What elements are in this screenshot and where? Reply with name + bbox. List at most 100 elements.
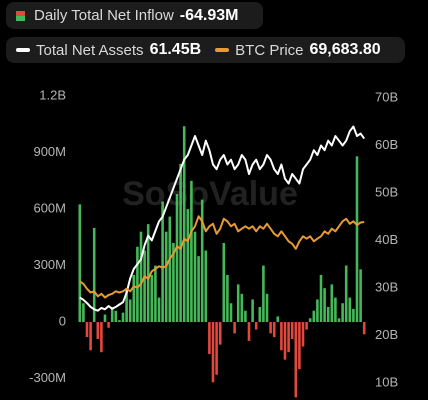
bar bbox=[82, 303, 85, 323]
y-tick-label: 600M bbox=[33, 201, 66, 216]
bar bbox=[236, 284, 240, 323]
line bbox=[79, 215, 365, 299]
bar bbox=[298, 322, 301, 370]
y-tick-label: 1.2B bbox=[39, 88, 66, 103]
bar bbox=[164, 231, 168, 323]
y2-tick-label: 20B bbox=[375, 327, 398, 342]
y2-tick-label: 60B bbox=[375, 137, 398, 152]
bar bbox=[326, 306, 330, 323]
bar bbox=[334, 297, 337, 323]
bar bbox=[287, 322, 290, 353]
bar bbox=[200, 199, 204, 323]
bar bbox=[337, 318, 341, 323]
y-tick-label: 300M bbox=[33, 257, 66, 272]
bar bbox=[182, 126, 186, 323]
bar bbox=[186, 209, 190, 323]
bar bbox=[100, 322, 103, 353]
bar bbox=[103, 314, 107, 323]
y2-tick-label: 10B bbox=[375, 374, 398, 389]
bar bbox=[269, 322, 272, 334]
bar bbox=[110, 306, 114, 323]
bar bbox=[323, 288, 326, 323]
bar bbox=[139, 231, 143, 323]
bar bbox=[305, 322, 308, 330]
legend-value: 61.45B bbox=[149, 41, 202, 58]
bar bbox=[283, 322, 287, 360]
bar bbox=[114, 310, 118, 323]
bar bbox=[330, 284, 334, 323]
legend-swatch bbox=[215, 48, 230, 52]
bar bbox=[355, 156, 359, 323]
bar bbox=[290, 322, 294, 339]
bar bbox=[96, 322, 100, 339]
bar bbox=[280, 322, 283, 351]
bar bbox=[150, 274, 154, 323]
bar bbox=[229, 303, 233, 323]
bar bbox=[85, 322, 89, 338]
bar bbox=[121, 312, 125, 323]
legend-value: -64.93M bbox=[179, 6, 239, 24]
bar bbox=[204, 250, 208, 323]
bar bbox=[258, 306, 262, 323]
bar bbox=[107, 322, 110, 328]
bar bbox=[168, 216, 172, 323]
bar bbox=[179, 163, 182, 323]
bar bbox=[344, 265, 348, 323]
legend-inflow: Daily Total Net Inflow -64.93M bbox=[6, 2, 263, 29]
bar bbox=[157, 297, 161, 323]
bar bbox=[143, 250, 146, 323]
bar bbox=[362, 322, 366, 335]
y2-tick-label: 50B bbox=[375, 184, 398, 199]
bar bbox=[175, 194, 179, 323]
bar bbox=[146, 224, 150, 323]
bar bbox=[359, 269, 362, 323]
y-tick-label: 900M bbox=[33, 144, 66, 159]
bar bbox=[193, 231, 197, 323]
bar bbox=[125, 288, 128, 323]
bar bbox=[222, 242, 226, 323]
bar bbox=[244, 310, 247, 323]
bar bbox=[319, 274, 323, 323]
bar bbox=[172, 242, 175, 323]
bar bbox=[308, 318, 312, 323]
bar bbox=[161, 201, 164, 323]
legend-swatch bbox=[16, 10, 25, 21]
legend-swatch bbox=[16, 48, 30, 52]
bar bbox=[128, 299, 132, 323]
bar bbox=[154, 265, 157, 323]
bar bbox=[89, 322, 92, 351]
legend-label: Total Net Assets bbox=[36, 41, 144, 59]
bar bbox=[92, 227, 96, 323]
legend-label: BTC Price bbox=[235, 41, 304, 59]
bar bbox=[132, 274, 136, 323]
legend-label: Daily Total Net Inflow bbox=[34, 7, 174, 24]
legend-value: 69,683.80 bbox=[309, 41, 381, 58]
y2-tick-label: 70B bbox=[375, 89, 398, 104]
y2-tick-label: 40B bbox=[375, 232, 398, 247]
bar bbox=[211, 322, 215, 383]
bar bbox=[312, 310, 316, 323]
bar bbox=[215, 322, 218, 375]
y-tick-label: -300M bbox=[29, 370, 66, 385]
bar bbox=[247, 322, 251, 341]
bar bbox=[118, 320, 121, 323]
watermark: SoSoValue bbox=[122, 175, 298, 213]
bar bbox=[251, 299, 254, 323]
bar bbox=[197, 256, 200, 323]
bar bbox=[208, 322, 211, 355]
bar bbox=[78, 204, 82, 323]
bar bbox=[218, 322, 222, 345]
bar bbox=[301, 322, 305, 347]
bar bbox=[254, 322, 258, 330]
bar bbox=[316, 299, 319, 323]
bar bbox=[136, 246, 139, 323]
bar bbox=[233, 322, 236, 334]
bar bbox=[272, 322, 276, 338]
bar bbox=[341, 303, 344, 323]
bar bbox=[190, 180, 193, 323]
legend-lines: Total Net Assets 61.45B BTC Price 69,683… bbox=[6, 37, 405, 63]
bar bbox=[240, 293, 244, 323]
y2-tick-label: 30B bbox=[375, 279, 398, 294]
